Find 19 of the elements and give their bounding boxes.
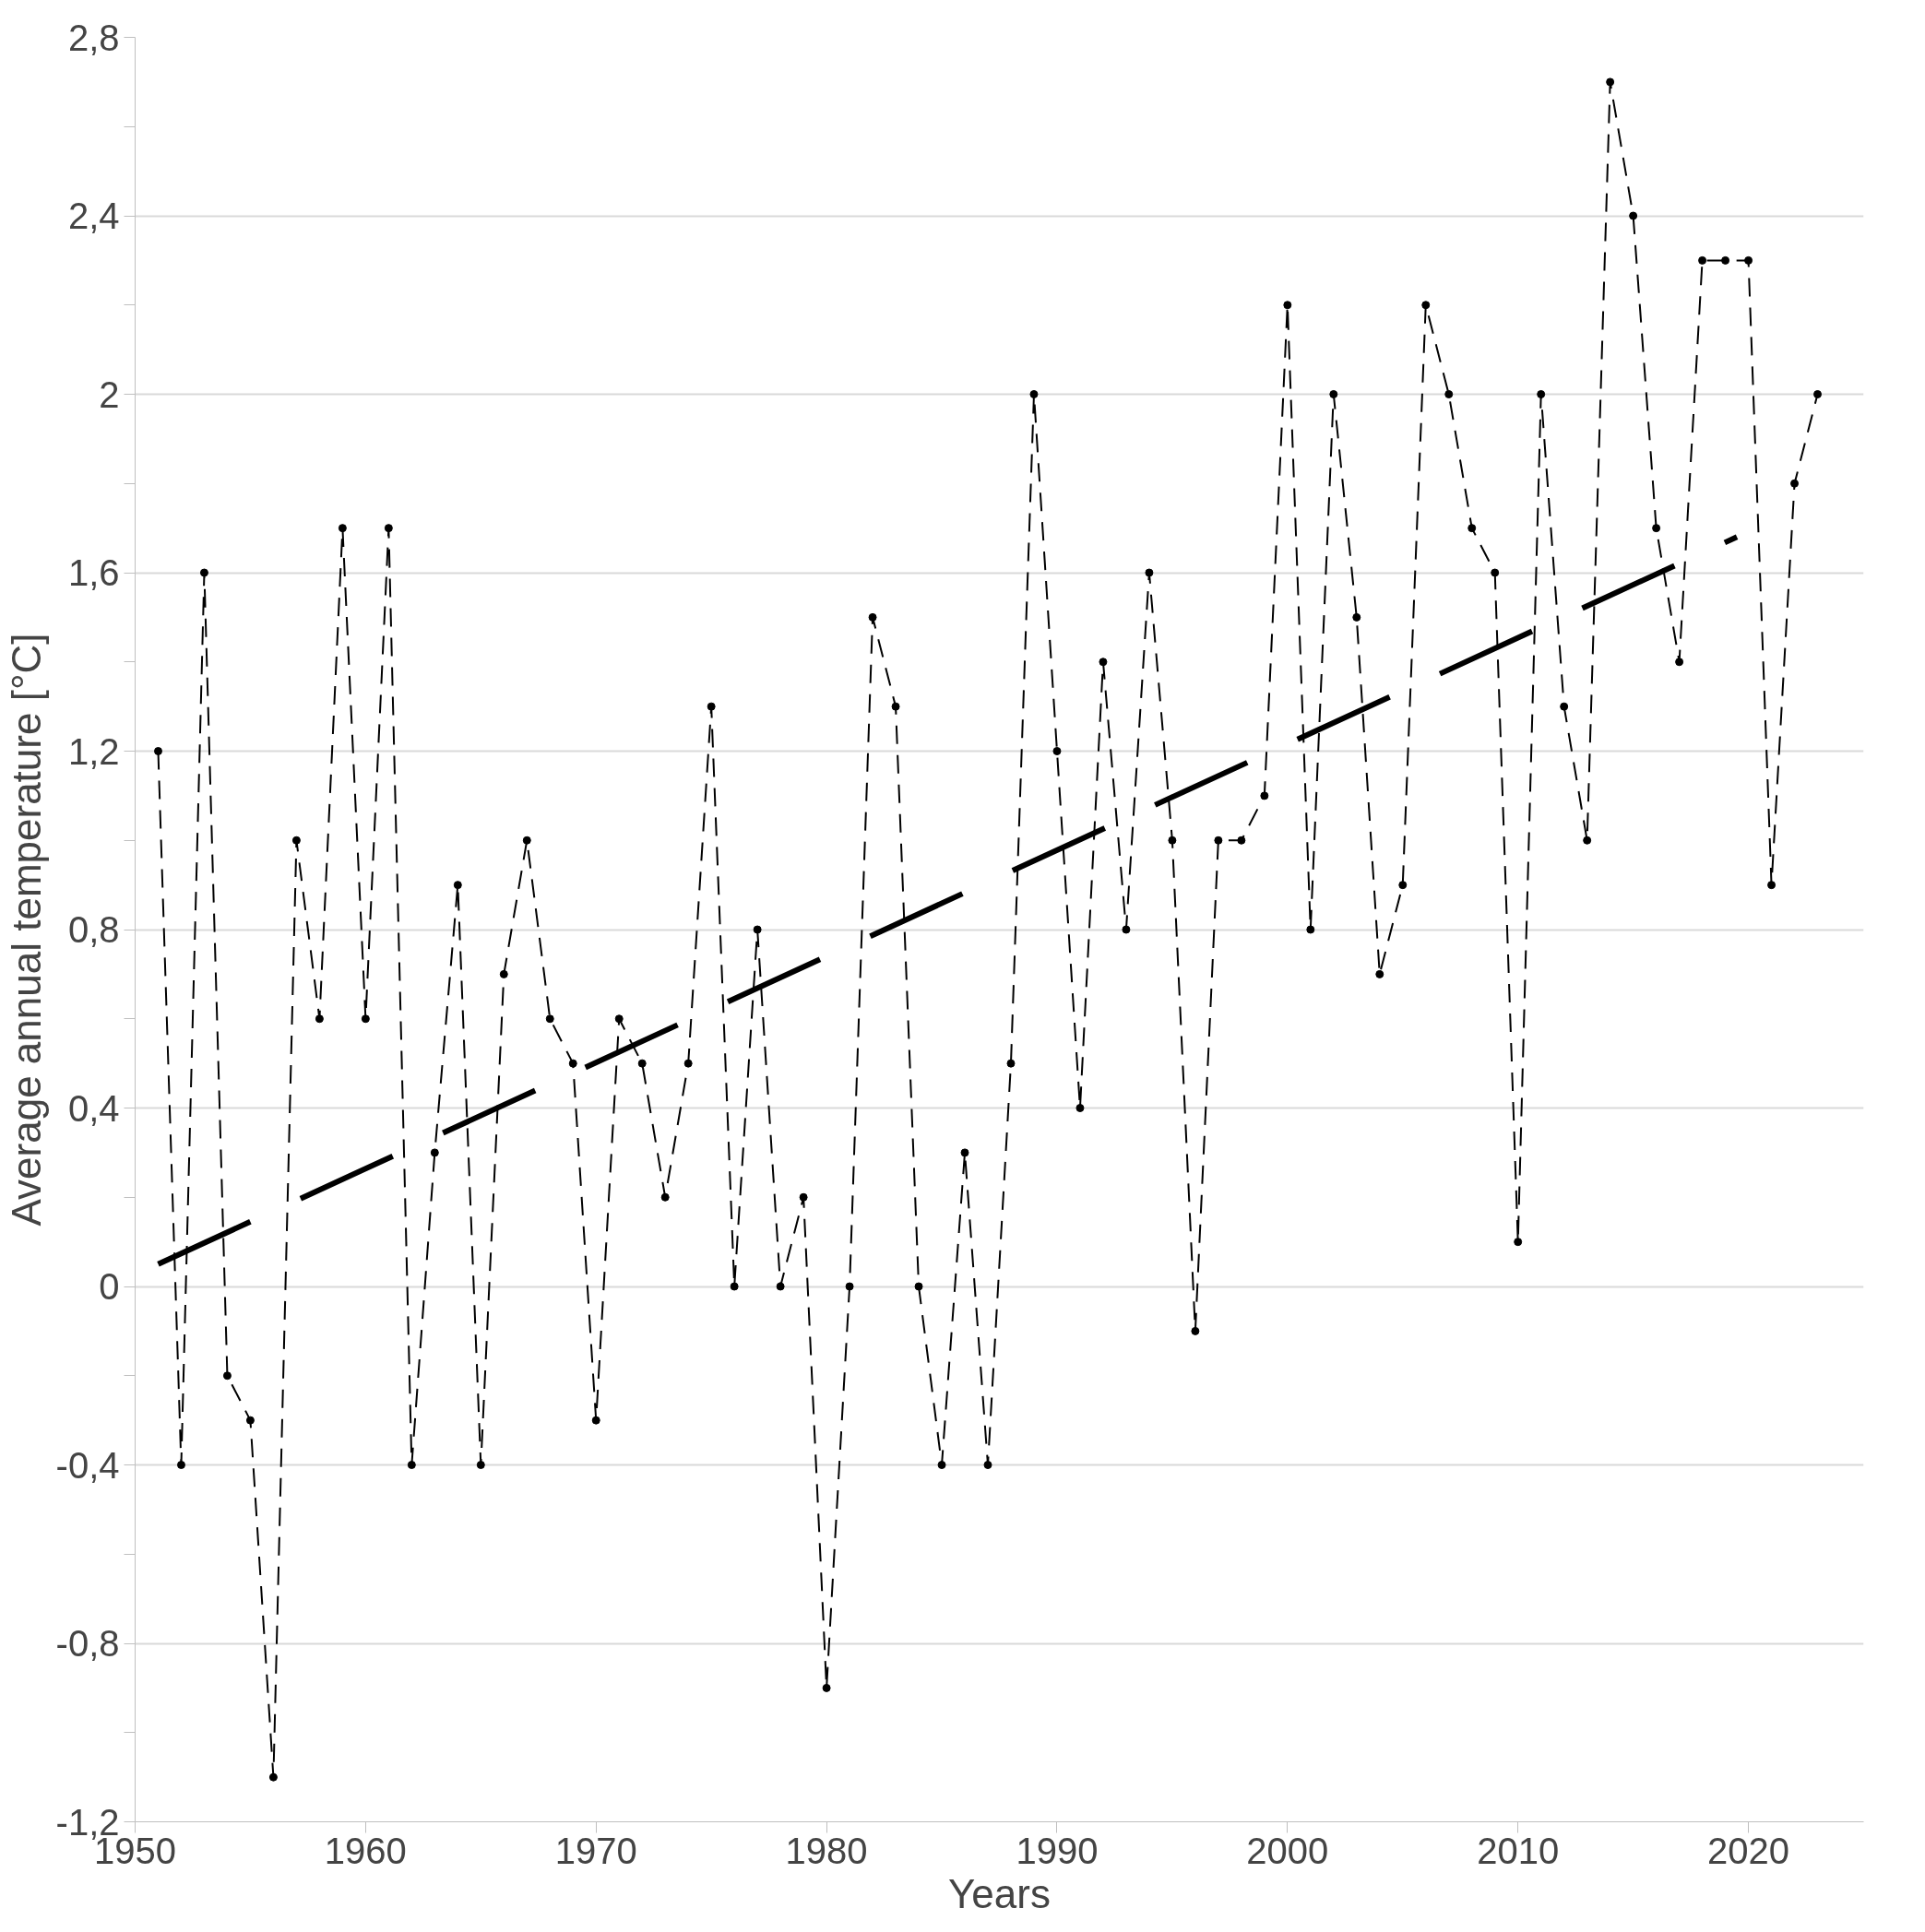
- x-tick-label: 2000: [1246, 1830, 1329, 1871]
- y-axis-title: Average annual temperature [°C]: [3, 633, 49, 1227]
- x-tick-label: 1990: [1016, 1830, 1099, 1871]
- y-tick-label: 0,4: [67, 1087, 120, 1129]
- x-tick-label: 1980: [785, 1830, 868, 1871]
- x-tick-label: 1960: [324, 1830, 407, 1871]
- y-tick-label: 2,4: [67, 196, 120, 236]
- x-tick-label: 2020: [1707, 1830, 1790, 1871]
- y-tick-label: 2: [99, 373, 120, 415]
- x-axis-title: Years: [948, 1870, 1051, 1916]
- y-tick-label: 0,8: [67, 909, 120, 950]
- y-tick-label: 0: [99, 1266, 120, 1307]
- y-tick-label: -0,4: [55, 1444, 120, 1486]
- y-tick-label: 1,2: [67, 730, 120, 772]
- y-tick-label: -0,8: [55, 1623, 120, 1664]
- y-tick-label: 2,8: [67, 17, 120, 58]
- x-tick-label: 2010: [1477, 1830, 1560, 1871]
- x-tick-label: 1970: [554, 1830, 637, 1871]
- y-tick-label: 1,6: [67, 552, 120, 593]
